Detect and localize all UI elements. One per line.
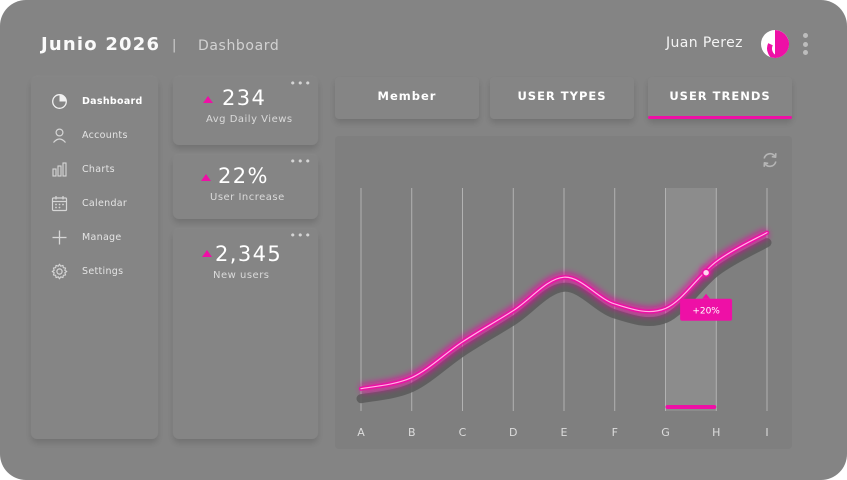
stat-label: Avg Daily Views — [206, 114, 293, 125]
refresh-icon[interactable] — [761, 151, 779, 169]
header-separator: | — [172, 38, 177, 53]
tab-user-trends[interactable]: USER TRENDS — [648, 77, 792, 119]
sidebar-item-label: Charts — [82, 163, 115, 175]
pie-chart-icon — [52, 93, 67, 109]
user-name[interactable]: Juan Perez — [666, 35, 743, 51]
gear-icon — [51, 263, 68, 279]
breadcrumb-dashboard[interactable]: Dashboard — [198, 38, 280, 54]
bar-chart-icon — [52, 161, 67, 177]
tab-member[interactable]: Member — [335, 77, 479, 119]
avatar[interactable] — [761, 30, 789, 58]
stat-card-new-users: ••• 2,345 New users — [173, 229, 318, 439]
sidebar: Dashboard Accounts Charts Calendar Manag… — [31, 77, 158, 439]
card-menu-icon[interactable]: ••• — [289, 77, 312, 90]
stat-value: 2,345 — [215, 242, 283, 266]
trend-up-icon — [202, 250, 212, 257]
x-tick-label: B — [408, 426, 416, 439]
card-menu-icon[interactable]: ••• — [289, 229, 312, 242]
sidebar-item-settings[interactable]: Settings — [51, 261, 123, 281]
sidebar-item-label: Dashboard — [82, 95, 143, 107]
sidebar-item-label: Accounts — [82, 129, 128, 141]
calendar-icon — [51, 195, 68, 211]
stat-label: New users — [213, 270, 270, 281]
more-options-icon[interactable] — [800, 33, 810, 55]
sidebar-item-label: Settings — [82, 265, 124, 277]
data-point — [701, 268, 711, 277]
highlight-marker — [665, 405, 717, 409]
tab-label: USER TRENDS — [669, 88, 771, 103]
annotation-label: +20% — [692, 307, 720, 317]
trend-up-icon — [201, 174, 211, 181]
stat-value: 234 — [222, 86, 267, 110]
tab-label: Member — [377, 88, 437, 103]
sidebar-item-calendar[interactable]: Calendar — [51, 193, 127, 213]
stat-card-avg-daily-views: ••• 234 Avg Daily Views — [173, 77, 318, 145]
x-tick-label: G — [661, 426, 670, 439]
annotation-box — [680, 298, 733, 321]
plus-icon — [52, 230, 67, 244]
trend-up-icon — [203, 96, 213, 103]
x-tick-label: H — [712, 426, 720, 439]
user-trends-chart[interactable]: +20% A B C D E F G H I — [335, 136, 792, 449]
x-tick-label: I — [765, 426, 768, 439]
sidebar-item-manage[interactable]: Manage — [51, 227, 122, 247]
sidebar-item-label: Calendar — [82, 197, 128, 209]
x-tick-label: D — [509, 426, 517, 439]
sidebar-item-dashboard[interactable]: Dashboard — [51, 91, 143, 111]
sidebar-item-label: Manage — [82, 231, 122, 243]
x-tick-label: A — [357, 426, 365, 439]
annotation-pointer — [702, 293, 711, 299]
card-menu-icon[interactable]: ••• — [289, 155, 312, 168]
page-title: Junio 2026 — [41, 34, 161, 55]
series-line-shadow — [356, 238, 772, 404]
user-icon — [53, 127, 66, 143]
sidebar-item-charts[interactable]: Charts — [51, 159, 115, 179]
stat-value: 22% — [218, 164, 269, 188]
tab-label: USER TYPES — [517, 88, 607, 103]
sidebar-item-accounts[interactable]: Accounts — [51, 125, 128, 145]
stat-card-user-increase: ••• 22% User Increase — [173, 155, 318, 219]
x-tick-label: C — [459, 426, 467, 439]
stat-label: User Increase — [210, 192, 285, 203]
tab-user-types[interactable]: USER TYPES — [490, 77, 634, 119]
x-tick-label: F — [612, 426, 618, 439]
x-tick-label: E — [561, 426, 568, 439]
